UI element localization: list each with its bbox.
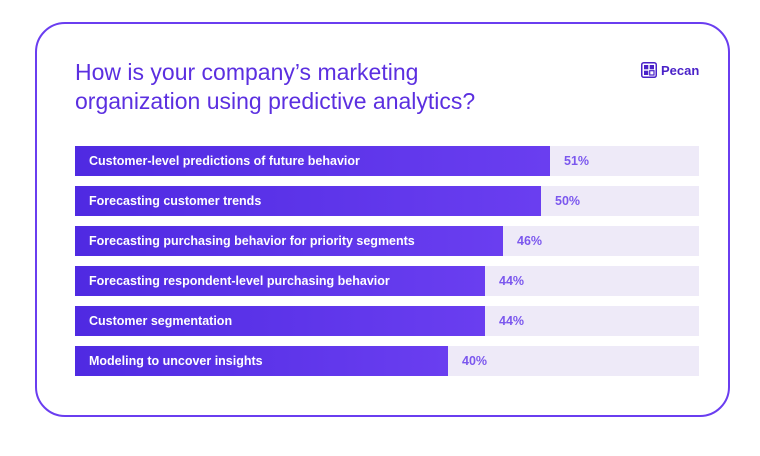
bar-category-label: Customer-level predictions of future beh…	[89, 154, 360, 168]
bar-category-label: Forecasting purchasing behavior for prio…	[89, 234, 415, 248]
bar	[75, 306, 485, 336]
bar-category-label: Customer segmentation	[89, 314, 233, 328]
bar-value-label: 44%	[499, 274, 525, 288]
bar	[75, 226, 503, 256]
bar-category-label: Forecasting respondent-level purchasing …	[89, 274, 390, 288]
pecan-logo-icon	[641, 62, 657, 78]
bar	[75, 186, 541, 216]
bar	[75, 346, 448, 376]
bar	[75, 146, 550, 176]
bar-category-label: Modeling to uncover insights	[89, 354, 263, 368]
chart-title-line-1: How is your company’s marketing	[75, 59, 419, 85]
bar-value-label: 51%	[564, 154, 590, 168]
chart-title: How is your company’s marketing organiza…	[75, 58, 555, 116]
bar-value-label: 50%	[555, 194, 581, 208]
bar-chart: Customer-level predictions of future beh…	[75, 146, 699, 376]
bar-category-label: Forecasting customer trends	[89, 194, 262, 208]
pecan-logo: Pecan	[641, 62, 699, 78]
bar-value-label: 44%	[499, 314, 525, 328]
bar-value-label: 46%	[517, 234, 543, 248]
chart-title-line-2: organization using predictive analytics?	[75, 88, 476, 114]
logo-text: Pecan	[661, 62, 700, 78]
bar-value-label: 40%	[462, 354, 488, 368]
bar	[75, 266, 485, 296]
